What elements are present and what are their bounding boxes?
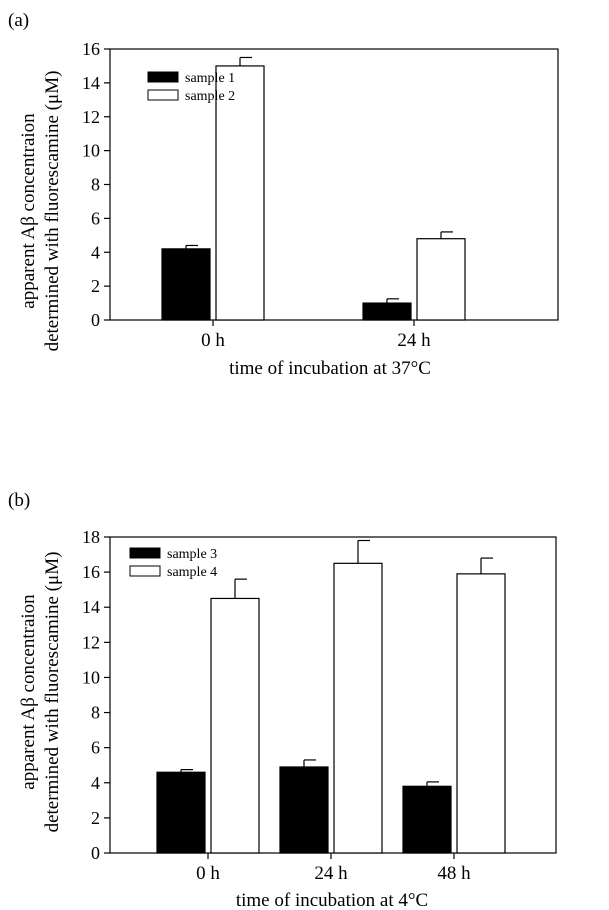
y-tick-label-b-2: 4 [91, 773, 100, 793]
y-tick-label-b-8: 16 [82, 562, 100, 582]
error-bar-a-sample-2-24h [440, 231, 453, 239]
y-tick-label-b-0: 0 [91, 843, 100, 863]
y-tick-label-a-0: 0 [91, 310, 100, 330]
error-bar-a-sample-2-0h [239, 56, 252, 66]
bar-a-sample-2-0h [215, 65, 265, 321]
legend-swatch-sample-3 [129, 547, 161, 559]
y-tick-label-a-7: 14 [82, 73, 100, 93]
panel-a-plot: 0 2 4 6 8 10 12 14 16 0 h 24 h [82, 39, 559, 351]
legend-swatch-sample-2 [147, 89, 179, 101]
panel-a-label: (a) [8, 10, 29, 31]
y-tick-label-a-2: 4 [91, 242, 100, 262]
panel-b-label: (b) [8, 490, 30, 511]
error-bar-b-sample-3-24h [303, 759, 316, 767]
x-tick-label-b-2: 48 h [437, 863, 471, 884]
legend-swatch-sample-1 [147, 71, 179, 83]
bar-b-sample-4-48h [456, 573, 506, 854]
bar-b-sample-3-24h [279, 766, 329, 854]
bar-b-sample-4-24h [333, 562, 383, 854]
x-tick-label-a-1: 24 h [397, 330, 431, 351]
error-bar-a-sample-1-24h [386, 298, 399, 304]
y-tick-label-a-3: 6 [91, 208, 100, 228]
y-tick-label-a-8: 16 [82, 39, 100, 59]
y-tick-label-b-5: 10 [82, 667, 100, 687]
panel-b-legend: sample 3 sample 4 [129, 547, 217, 580]
legend-swatch-sample-4 [129, 565, 161, 577]
plot-frame-b [109, 536, 557, 854]
y-tick-label-b-1: 2 [91, 808, 100, 828]
panel-b-plot: 0 2 4 6 8 10 12 14 16 18 0 h 24 h 48 h [82, 527, 557, 884]
error-bar-b-sample-3-48h [426, 781, 439, 787]
x-tick-label-b-1: 24 h [314, 863, 348, 884]
panel-a-legend: sample 1 sample 2 [147, 71, 235, 104]
y-tick-label-a-4: 8 [91, 175, 100, 195]
bar-b-sample-4-0h [210, 597, 260, 854]
panel-a-ylabel-line2: determined with fluorescamine (μM) [42, 71, 63, 352]
bar-b-sample-3-0h [156, 771, 206, 854]
x-tick-label-b-0: 0 h [196, 863, 220, 884]
legend-label-sample-2: sample 2 [185, 89, 235, 104]
legend-label-sample-1: sample 1 [185, 71, 235, 86]
legend-label-sample-3: sample 3 [167, 547, 217, 562]
y-tick-label-a-5: 10 [82, 141, 100, 161]
error-bar-b-sample-4-48h [480, 557, 493, 574]
y-tick-label-b-4: 8 [91, 703, 100, 723]
y-tick-label-b-3: 6 [91, 738, 100, 758]
panel-b-xlabel: time of incubation at 4°C [236, 890, 428, 910]
panel-b-ylabel-line2: determined with fluorescamine (μM) [42, 552, 63, 833]
x-tick-label-a-0: 0 h [201, 330, 225, 351]
error-bar-a-sample-1-0h [185, 244, 198, 249]
y-tick-label-a-1: 2 [91, 276, 100, 296]
legend-label-sample-4: sample 4 [167, 565, 217, 580]
panel-a-xlabel: time of incubation at 37°C [229, 358, 431, 379]
y-tick-label-a-6: 12 [82, 107, 100, 127]
bar-b-sample-3-48h [402, 785, 452, 854]
bar-a-sample-1-0h [161, 248, 211, 321]
panel-b-ylabel-line1: apparent Aβ concentraion [18, 594, 39, 790]
panel-a-ylabel-line1: apparent Aβ concentraion [18, 113, 39, 309]
panel-b: (b) apparent Aβ concentraion determined … [8, 490, 557, 910]
error-bar-b-sample-4-0h [234, 578, 247, 599]
error-bar-b-sample-3-0h [180, 769, 193, 773]
y-tick-label-b-9: 18 [82, 527, 100, 547]
y-tick-label-b-7: 14 [82, 597, 100, 617]
bar-a-sample-2-24h [416, 238, 466, 321]
bar-a-sample-1-24h [362, 302, 412, 321]
y-tick-label-b-6: 12 [82, 632, 100, 652]
error-bar-b-sample-4-24h [357, 539, 370, 564]
panel-a: (a) apparent Aβ concentraion determined … [8, 10, 559, 379]
